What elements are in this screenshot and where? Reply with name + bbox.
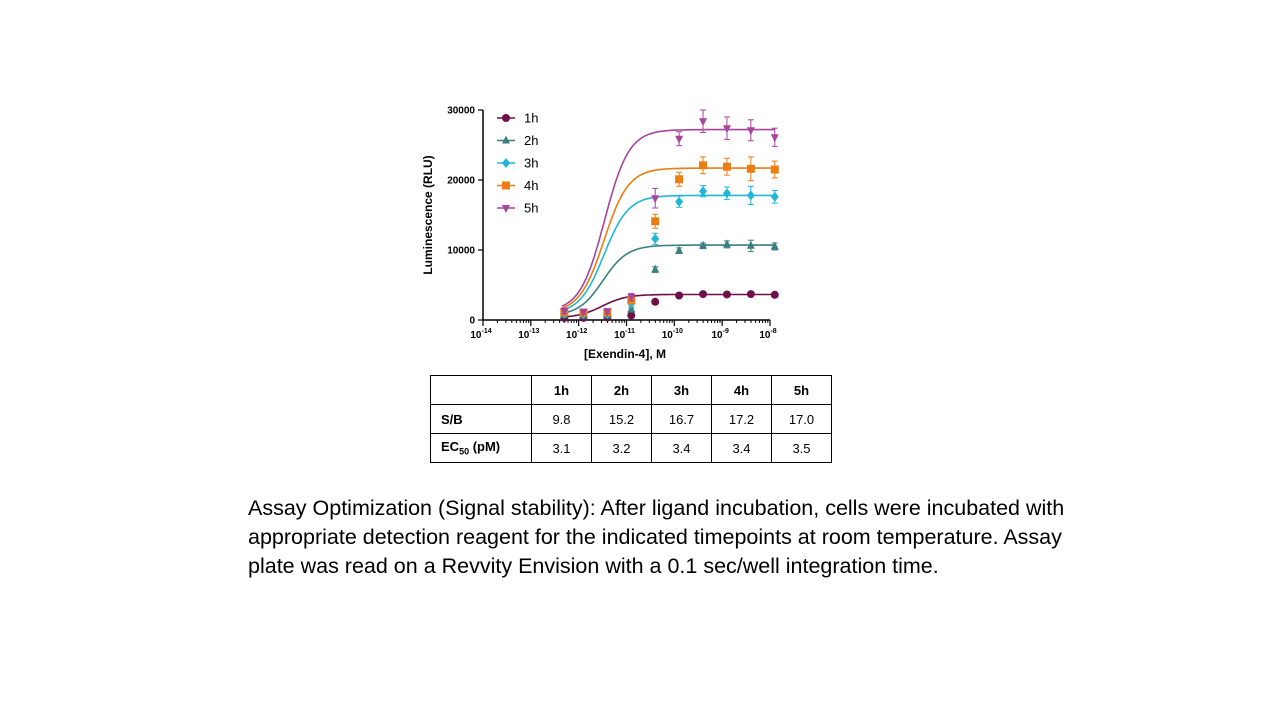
table-cell: 3.1 [531,433,592,463]
data-point [627,293,636,302]
y-axis-title: Luminescence (RLU) [421,155,435,274]
data-point [675,245,684,254]
data-point [746,164,755,173]
data-point [770,241,779,250]
table-cell: 17.2 [711,404,772,434]
x-tick-label: 10-8 [759,328,776,341]
data-point [770,191,779,202]
data-point [651,233,660,244]
table-cell: 16.7 [651,404,712,434]
data-point [722,290,731,299]
data-point [746,190,755,201]
legend-label: 2h [524,133,538,148]
legend-marker [502,114,510,122]
x-tick-label: 10-9 [711,328,728,341]
table-row-sb: S/B 9.8 15.2 16.7 17.2 17.0 [430,404,832,434]
data-point [675,135,684,144]
legend-label: 3h [524,156,538,171]
ec50-label-main: EC [441,439,460,455]
data-point [699,161,708,170]
legend: 1h 2h 3h 4h 5h [497,111,538,216]
data-point [746,290,755,299]
table-corner-cell [430,375,532,405]
legend-label: 1h [524,111,538,126]
legend-label: 5h [524,201,538,216]
table-header-cell: 5h [771,375,832,405]
data-point [651,217,660,226]
table-header-cell: 2h [591,375,652,405]
fit-curve-5h [561,128,775,307]
y-tick-label: 0 [469,316,475,327]
x-tick-label: 10-13 [518,328,539,341]
chart-axes: 0 10000 20000 30000 10-14 10-13 10-12 10-11 10-1… [447,106,777,342]
legend-marker [502,158,510,168]
figure-caption: Assay Optimization (Signal stability): A… [248,496,1065,578]
fit-curves [561,128,775,318]
fit-curve-2h [561,244,775,315]
y-tick-label: 20000 [447,176,475,187]
legend-marker [502,205,510,213]
legend-marker [502,135,510,144]
data-point [722,188,731,199]
data-point [603,308,612,317]
results-table: 1h 2h 3h 4h 5h S/B 9.8 15.2 16.7 17.2 17… [430,375,832,463]
dose-response-chart: 0 10000 20000 30000 10-14 10-13 10-12 10-11 10-1… [421,106,779,361]
table-cell: 17.0 [771,404,832,434]
y-tick-label: 30000 [447,106,475,117]
table-header-cell: 3h [651,375,712,405]
data-point [651,264,660,273]
x-axis-title: [Exendin-4], M [584,347,666,361]
data-point [770,290,779,299]
data-point [722,239,731,248]
fit-curve-4h [561,167,775,309]
data-point [627,304,636,313]
x-tick-label: 10-12 [566,328,587,341]
data-point [651,297,660,306]
data-point [651,195,660,204]
data-point [675,291,684,300]
table-cell: 3.4 [651,433,712,463]
table-header-cell: 4h [711,375,772,405]
data-point [746,240,755,249]
table-cell: 15.2 [591,404,652,434]
data-point [675,196,684,207]
row-label-sb: S/B [430,404,532,434]
data-point [627,311,636,320]
table-header-row: 1h 2h 3h 4h 5h [430,375,832,405]
table-cell: 3.5 [771,433,832,463]
data-point [770,134,779,143]
table-cell: 3.2 [591,433,652,463]
legend-label: 4h [524,178,538,193]
x-tick-label: 10-11 [614,328,635,341]
x-tick-label: 10-10 [662,328,683,341]
ec50-label-sub: 50 [459,446,470,457]
table-row-ec50: EC50 (pM) 3.1 3.2 3.4 3.4 3.5 [430,433,832,463]
legend-marker [502,181,510,190]
data-point [579,308,588,317]
y-tick-label: 10000 [447,246,475,257]
data-point [675,175,684,184]
fit-curve-3h [561,194,775,312]
x-tick-label: 10-14 [470,328,491,341]
fit-curve-1h [561,293,775,318]
data-point [699,118,708,127]
data-point [746,127,755,136]
data-point [770,165,779,174]
data-points [560,109,779,322]
ec50-label-unit: (pM) [469,439,501,455]
table-cell: 3.4 [711,433,772,463]
row-label-ec50: EC50 (pM) [430,433,532,463]
data-point [560,307,569,316]
table-cell: 9.8 [531,404,592,434]
data-point [722,162,731,171]
table-header-cell: 1h [531,375,592,405]
data-point [699,290,708,299]
data-point [722,125,731,134]
data-point [699,186,708,197]
data-point [699,240,708,249]
